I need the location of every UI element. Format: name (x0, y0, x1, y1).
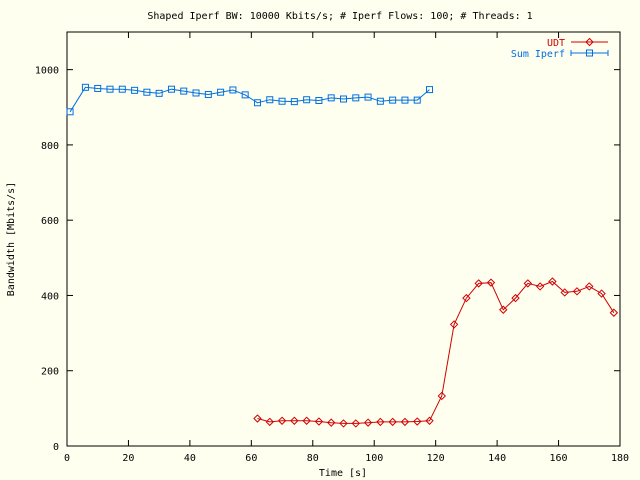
data-point-udt (437, 391, 447, 401)
data-point-sum-iperf (81, 83, 89, 91)
data-point-sum-iperf (217, 88, 225, 96)
data-point-sum-iperf (66, 108, 74, 116)
data-point-udt (474, 279, 483, 288)
data-point-sum-iperf (131, 86, 139, 94)
data-point-sum-iperf (229, 86, 237, 94)
data-point-sum-iperf (192, 89, 200, 97)
data-point-udt (548, 277, 557, 286)
data-point-udt (376, 417, 385, 427)
x-tick-label: 160 (550, 453, 568, 464)
data-point-udt (413, 417, 422, 426)
data-point-udt (499, 305, 508, 314)
x-axis-label: Time [s] (319, 468, 367, 479)
series-udt (253, 277, 619, 428)
data-point-sum-iperf (266, 96, 274, 104)
data-point-sum-iperf (118, 85, 126, 93)
x-tick-label: 80 (307, 453, 319, 464)
data-point-udt (597, 289, 606, 298)
data-point-udt (339, 419, 348, 428)
series-line-udt (257, 280, 615, 424)
x-tick-label: 40 (184, 453, 196, 464)
x-tick-label: 100 (365, 453, 383, 464)
y-tick-label: 200 (41, 367, 59, 378)
y-tick-label: 400 (41, 291, 59, 302)
data-point-sum-iperf (167, 85, 175, 93)
data-point-sum-iperf (241, 91, 249, 99)
legend-label: UDT (547, 38, 565, 49)
legend-marker (585, 37, 594, 47)
data-point-udt (486, 278, 496, 287)
data-point-sum-iperf (389, 96, 397, 104)
data-point-udt (523, 279, 533, 288)
data-point-sum-iperf (143, 88, 151, 96)
data-point-udt (351, 419, 360, 428)
legend-item-sum-iperf: Sum Iperf (511, 49, 609, 60)
data-point-sum-iperf (340, 95, 347, 103)
data-point-udt (253, 414, 262, 423)
data-point-sum-iperf (253, 99, 261, 107)
data-point-udt (302, 416, 311, 425)
x-tick-label: 120 (427, 453, 445, 464)
y-tick-label: 800 (41, 141, 59, 152)
data-point-udt (585, 282, 594, 291)
data-point-udt (277, 416, 287, 425)
data-point-udt (400, 417, 410, 427)
data-point-udt (560, 288, 569, 297)
data-point-sum-iperf (303, 96, 311, 104)
data-point-sum-iperf (106, 85, 114, 93)
data-point-udt (535, 282, 545, 291)
data-point-udt (314, 417, 324, 426)
y-tick-label: 0 (53, 442, 59, 453)
legend-item-udt: UDT (547, 37, 608, 49)
data-point-udt (290, 416, 299, 425)
data-point-sum-iperf (327, 94, 335, 102)
data-point-udt (449, 320, 459, 329)
data-point-udt (572, 287, 582, 296)
data-point-sum-iperf (413, 96, 421, 104)
data-point-udt (425, 416, 434, 425)
data-point-udt (511, 293, 520, 303)
data-point-sum-iperf (364, 93, 372, 101)
legend-marker (586, 49, 593, 57)
data-point-sum-iperf (94, 84, 102, 92)
data-point-sum-iperf (376, 97, 384, 105)
data-point-sum-iperf (352, 94, 360, 102)
data-point-sum-iperf (426, 86, 434, 94)
data-point-udt (265, 417, 274, 427)
data-point-sum-iperf (155, 89, 163, 97)
data-point-sum-iperf (401, 96, 409, 104)
axes: 0 20 40 60 80 100 120 140 160 180 0 200 400 600 800 100… (35, 32, 629, 464)
x-tick-label: 180 (611, 453, 629, 464)
series-sum-iperf (66, 83, 434, 116)
data-point-udt (609, 308, 619, 317)
series-layer (66, 83, 619, 428)
x-tick-label: 140 (488, 453, 506, 464)
legend-label: Sum Iperf (511, 49, 565, 60)
data-point-sum-iperf (204, 90, 212, 98)
data-point-sum-iperf (180, 87, 188, 95)
plot-frame (66, 31, 621, 447)
data-point-udt (363, 418, 373, 427)
x-tick-label: 60 (245, 453, 257, 464)
y-tick-label: 600 (41, 216, 59, 227)
data-point-udt (462, 293, 471, 303)
data-point-sum-iperf (315, 96, 323, 104)
x-tick-label: 20 (122, 453, 134, 464)
data-point-sum-iperf (290, 98, 298, 106)
data-point-udt (327, 418, 336, 427)
x-tick-label: 0 (64, 453, 70, 464)
data-point-udt (388, 417, 397, 427)
y-tick-label: 1000 (35, 66, 59, 77)
y-axis-label: Bandwidth [Mbits/s] (6, 182, 17, 296)
data-point-sum-iperf (278, 97, 286, 105)
chart-title: Shaped Iperf BW: 10000 Kbits/s; # Iperf … (147, 11, 532, 22)
series-line-sum-iperf (69, 86, 430, 113)
